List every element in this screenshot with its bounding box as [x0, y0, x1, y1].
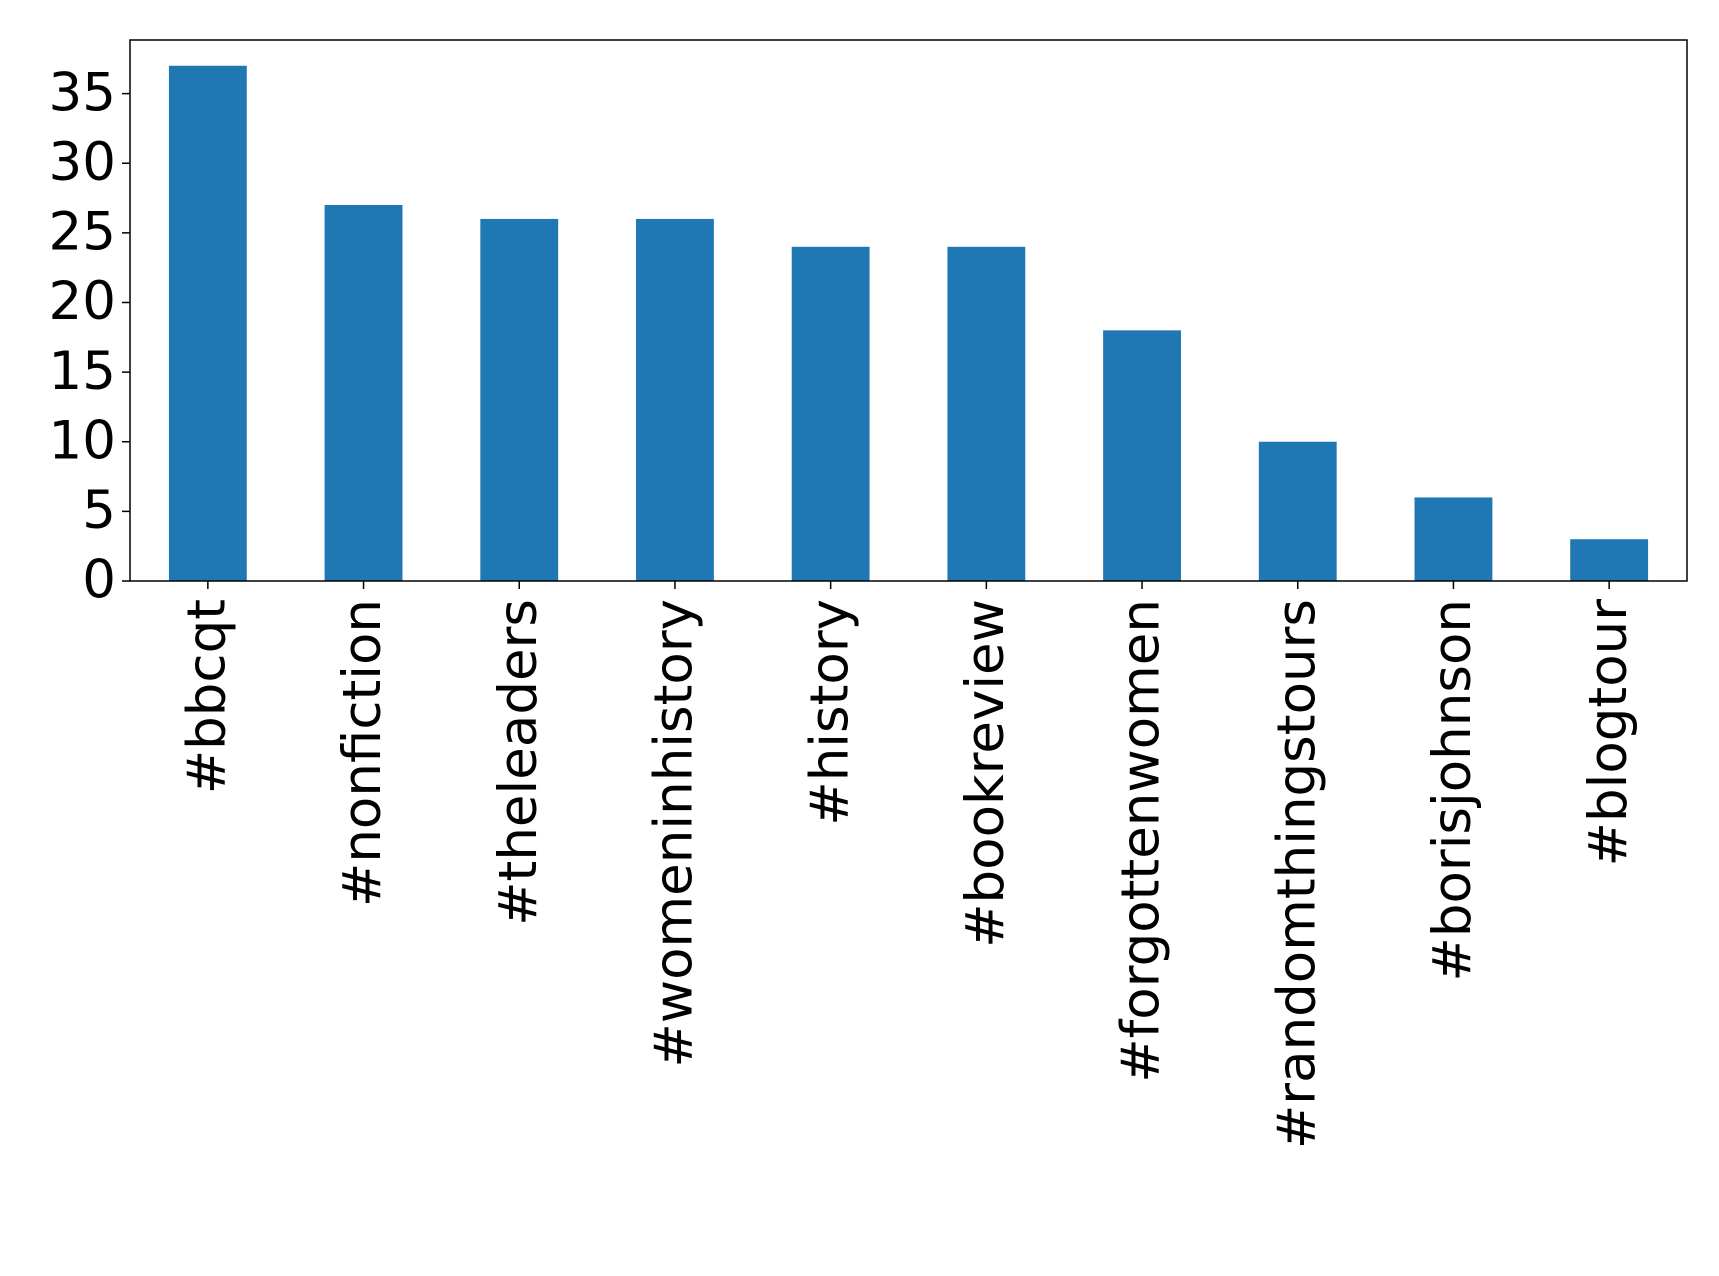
x-tick-label: #borisjohnson	[1422, 599, 1483, 982]
x-tick-label: #blogtour	[1578, 599, 1639, 867]
bar	[1570, 539, 1649, 581]
bar	[480, 218, 559, 581]
y-tick-label: 20	[49, 271, 116, 332]
x-tick-label: #randomthingstours	[1266, 599, 1327, 1149]
y-tick-label: 30	[49, 132, 116, 193]
bar	[791, 246, 870, 581]
plot-frame	[129, 39, 1688, 582]
bar	[324, 205, 403, 581]
y-tick-label: 5	[82, 480, 116, 541]
y-tick-label: 0	[82, 550, 116, 611]
bar	[168, 65, 247, 581]
y-tick-label: 25	[49, 202, 116, 263]
x-tick-label: #forgottenwomen	[1111, 599, 1172, 1083]
y-tick-label: 35	[49, 62, 116, 123]
bar	[1103, 330, 1181, 581]
x-tick-label: #bbcqt	[176, 599, 237, 794]
x-tick-label: #womeninhistory	[644, 599, 705, 1068]
y-tick-label: 10	[49, 410, 116, 471]
y-tick-label: 15	[49, 341, 116, 402]
bar	[636, 218, 714, 581]
bar	[1258, 441, 1337, 581]
x-tick-label: #history	[799, 599, 860, 826]
bar	[947, 246, 1026, 581]
bar	[1414, 497, 1493, 581]
x-tick-label: #theleaders	[488, 599, 549, 926]
x-tick-label: #bookreview	[955, 599, 1016, 948]
x-tick-label: #nonfiction	[332, 599, 393, 907]
